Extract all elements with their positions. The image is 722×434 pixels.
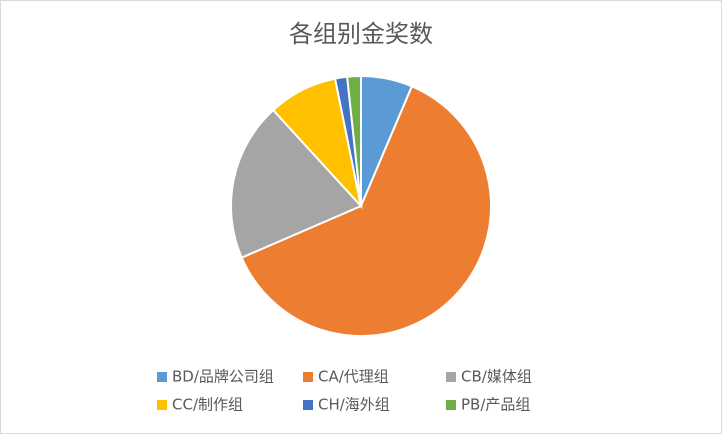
pie-slice xyxy=(230,108,363,259)
legend-label: BD/品牌公司组 xyxy=(172,368,274,386)
chart-title: 各组别金奖数 xyxy=(289,20,433,48)
legend-swatch xyxy=(446,372,456,382)
legend-label: CB/媒体组 xyxy=(461,368,532,386)
legend-swatch xyxy=(303,372,313,382)
legend-swatch xyxy=(446,400,456,410)
legend-swatch xyxy=(157,372,167,382)
legend-swatch xyxy=(157,400,167,410)
pie-slice xyxy=(346,74,362,207)
legend-label: CH/海外组 xyxy=(318,396,390,414)
legend-label: CA/代理组 xyxy=(318,368,389,386)
legend-label: CC/制作组 xyxy=(172,396,243,414)
legend-label: PB/产品组 xyxy=(461,396,530,414)
legend-swatch xyxy=(303,400,313,410)
pie-slice xyxy=(240,85,492,337)
